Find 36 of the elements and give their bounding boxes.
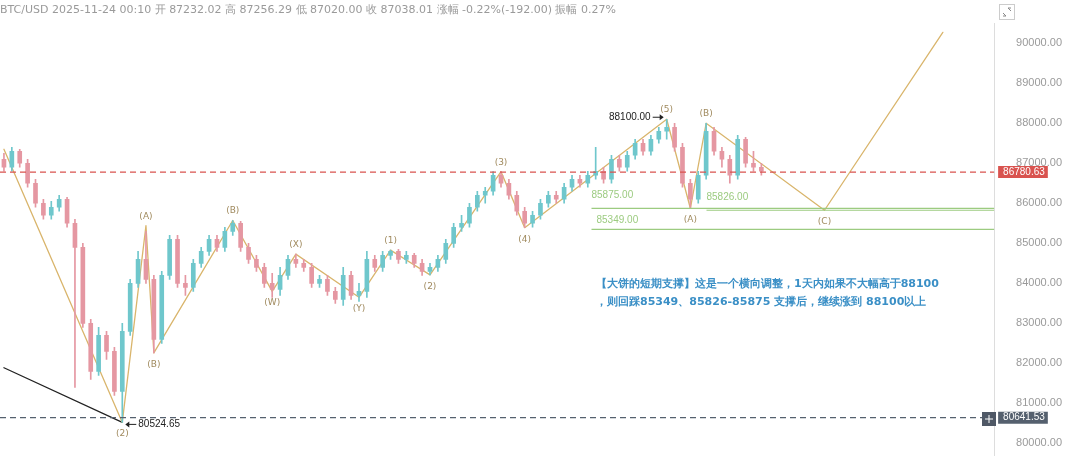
chart-title: BTC/USD 2025-11-24 00:10 开 87232.02 高 87256.29 低 87020.00 收 87038.01 涨幅 -0.22%(-192.00) 振幅 0.27% (0, 3, 616, 17)
annotation: (Y) (352, 303, 366, 314)
y-tick-label: 85000.00 (1016, 236, 1063, 249)
ref-line-label: 80641.53 (1003, 411, 1046, 423)
y-tick-label: 88000.00 (1016, 116, 1063, 129)
annotation: (1) (384, 234, 397, 245)
annotation: (C) (817, 216, 832, 227)
y-tick-label: 81000.00 (1016, 396, 1063, 409)
y-tick-label: 86000.00 (1016, 196, 1063, 209)
y-tick-label: 89000.00 (1016, 76, 1063, 89)
annotation: (5) (660, 104, 674, 115)
annotation: 88100.00 (608, 110, 652, 122)
y-tick-label: 84000.00 (1016, 276, 1063, 289)
annotation: (2) (115, 428, 129, 439)
annotation: ，则回踩85349、85826-85875 支撑后，继续涨到 88100以上 (596, 294, 927, 309)
y-tick-label: 82000.00 (1016, 356, 1063, 369)
candlestick (664, 118, 670, 140)
annotation: (A) (683, 214, 697, 225)
annotation: (W) (264, 297, 281, 308)
ref-line-label: 85826.00 (706, 191, 749, 202)
y-tick-label: 80000.00 (1016, 436, 1063, 449)
annotation: 80524.65 (138, 418, 181, 430)
y-tick-label: 90000.00 (1016, 36, 1063, 49)
annotation: (B) (226, 205, 240, 216)
annotation: (2) (423, 280, 437, 291)
ref-line-label: 85349.00 (596, 214, 639, 226)
annotation: (3) (494, 156, 508, 167)
annotation: (A) (139, 210, 153, 221)
annotation: 【大饼的短期支撑】这是一个横向调整，1天内如果不大幅高于88100 (596, 276, 939, 291)
annotation: (X) (289, 238, 303, 249)
candlestick (356, 282, 362, 302)
y-tick-label: 83000.00 (1016, 316, 1063, 329)
ref-line-label: 85875.00 (591, 189, 634, 201)
annotation: (4) (518, 233, 532, 244)
annotation: (B) (147, 358, 161, 369)
annotation: (B) (699, 108, 713, 119)
